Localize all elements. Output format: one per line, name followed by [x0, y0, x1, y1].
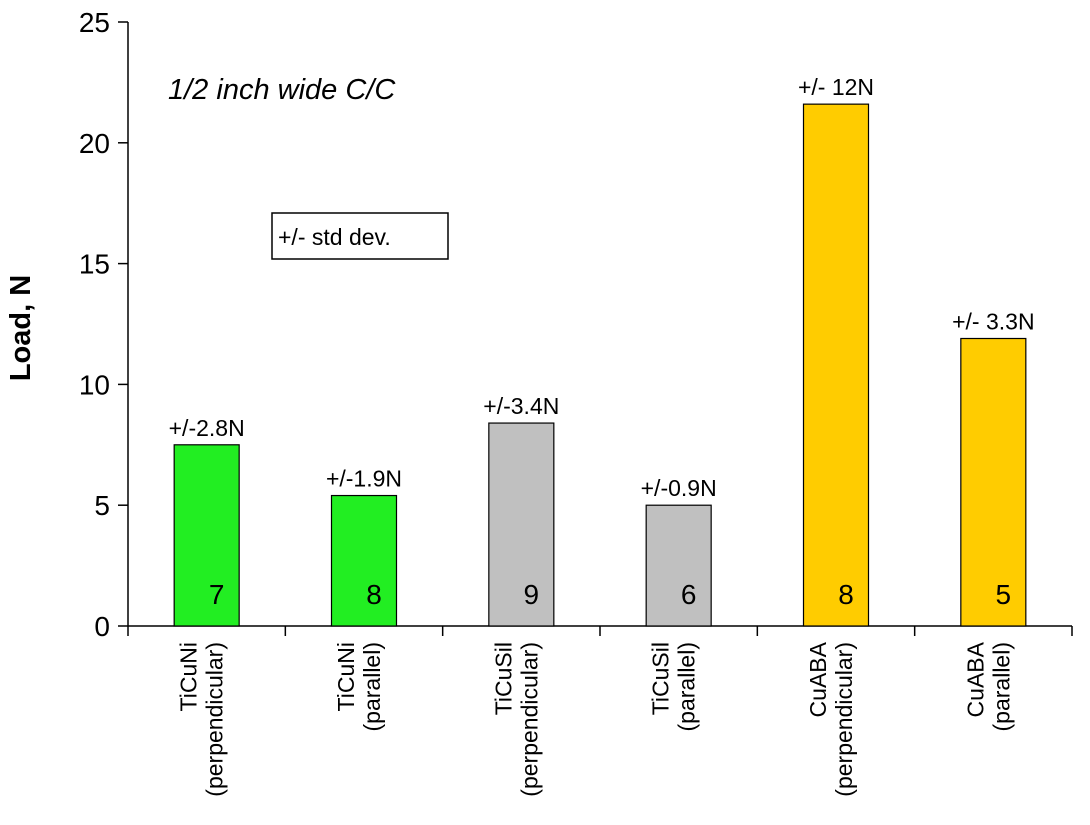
category-label-line: (parallel)	[359, 642, 385, 731]
category-label-line: TiCuNi	[176, 642, 202, 711]
y-tick-label: 20	[79, 128, 110, 159]
category-label-line: (perpendicular)	[516, 642, 542, 797]
sample-count-label: 5	[996, 579, 1012, 610]
bars	[173, 103, 1027, 627]
y-axis-label: Load, N	[5, 275, 37, 381]
category-label-line: CuABA	[962, 641, 988, 717]
category-label-line: TiCuNi	[333, 642, 359, 711]
x-axis	[127, 625, 1073, 636]
category-label: TiCuNi (perpendicular)	[176, 642, 228, 797]
bar	[802, 103, 870, 627]
y-tick-label: 25	[79, 7, 110, 38]
y-axis: 0 5 10 15 20 25	[79, 7, 129, 642]
chart-annotation: 1/2 inch wide C/C	[168, 74, 396, 106]
y-tick-label: 15	[79, 249, 110, 280]
category-label-line: CuABA	[805, 641, 831, 717]
error-label: +/-1.9N	[326, 466, 402, 492]
sample-count-label: 9	[524, 579, 540, 610]
error-label: +/-0.9N	[641, 475, 717, 501]
y-tick-label: 10	[79, 369, 110, 400]
sample-count-label: 8	[366, 579, 382, 610]
bar	[645, 504, 712, 627]
category-label-line: (parallel)	[988, 642, 1014, 731]
category-label-line: (perpendicular)	[831, 642, 857, 797]
legend-box-text: +/- std dev.	[278, 224, 391, 250]
sample-count-label: 6	[681, 579, 697, 610]
error-label: +/-2.8N	[169, 415, 245, 441]
error-label: +/-3.4N	[483, 393, 559, 419]
category-label: TiCuSil (perpendicular)	[490, 642, 542, 797]
error-label: +/- 3.3N	[952, 308, 1034, 334]
y-tick-label: 0	[94, 611, 110, 642]
bar	[330, 494, 398, 627]
error-label: +/- 12N	[798, 74, 874, 100]
sample-count-label: 8	[838, 579, 854, 610]
sample-count-label: 7	[209, 579, 225, 610]
category-label-line: TiCuSil	[648, 642, 674, 715]
bar	[173, 444, 240, 627]
category-label-line: (perpendicular)	[202, 642, 228, 797]
category-label-line: (parallel)	[674, 642, 700, 731]
category-label: CuABA (parallel)	[962, 641, 1014, 731]
category-label-line: TiCuSil	[490, 642, 516, 715]
bar	[960, 337, 1027, 627]
bar	[488, 422, 555, 627]
y-tick-label: 5	[94, 490, 110, 521]
legend-box: +/- std dev.	[271, 212, 449, 260]
category-label: TiCuNi (parallel)	[333, 642, 385, 731]
category-label: CuABA (perpendicular)	[805, 641, 857, 796]
category-label: TiCuSil (parallel)	[648, 642, 700, 731]
